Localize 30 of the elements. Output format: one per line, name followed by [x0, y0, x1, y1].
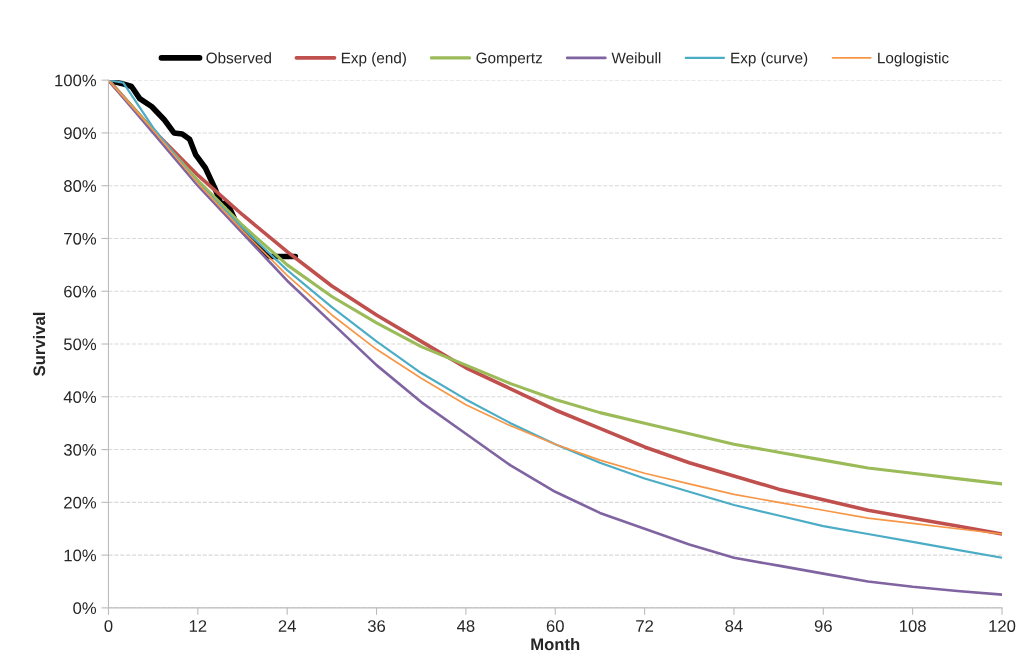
x-tick-label: 12 [189, 620, 207, 632]
y-axis-title: Survival [32, 312, 46, 376]
y-tick-label: 80% [64, 180, 97, 192]
y-tick-label: 20% [64, 496, 97, 509]
y-tick-label: 10% [64, 549, 97, 562]
y-tick-label: 40% [63, 391, 97, 403]
x-tick-label: 96 [814, 620, 832, 632]
legend-label: Weibull [611, 52, 661, 64]
y-tick-label: 30% [63, 443, 97, 456]
x-tick-label: 60 [546, 620, 564, 632]
x-tick-label: 108 [900, 620, 926, 632]
x-tick-label: 48 [457, 620, 475, 632]
y-tick-label: 70% [64, 232, 97, 245]
x-axis-title: Month [531, 638, 580, 651]
legend-label: Loglogistic [878, 52, 949, 67]
y-tick-label: 0% [73, 602, 97, 615]
y-tick-label: 100% [55, 74, 97, 87]
x-tick-label: 0 [104, 620, 113, 632]
y-tick-label: 50% [63, 338, 97, 351]
legend-label: Exp (curve) [731, 52, 808, 67]
x-tick-label: 120 [989, 620, 1016, 632]
x-tick-label: 24 [278, 620, 296, 632]
legend-label: Gompertz [476, 52, 542, 67]
x-tick-label: 36 [367, 620, 386, 632]
x-tick-label: 72 [636, 620, 654, 632]
legend-label: Exp (end) [341, 52, 406, 67]
x-tick-label: 84 [725, 620, 743, 632]
y-tick-label: 90% [64, 127, 97, 140]
y-tick-label: 60% [64, 285, 97, 298]
legend-label: Observed [206, 52, 271, 64]
